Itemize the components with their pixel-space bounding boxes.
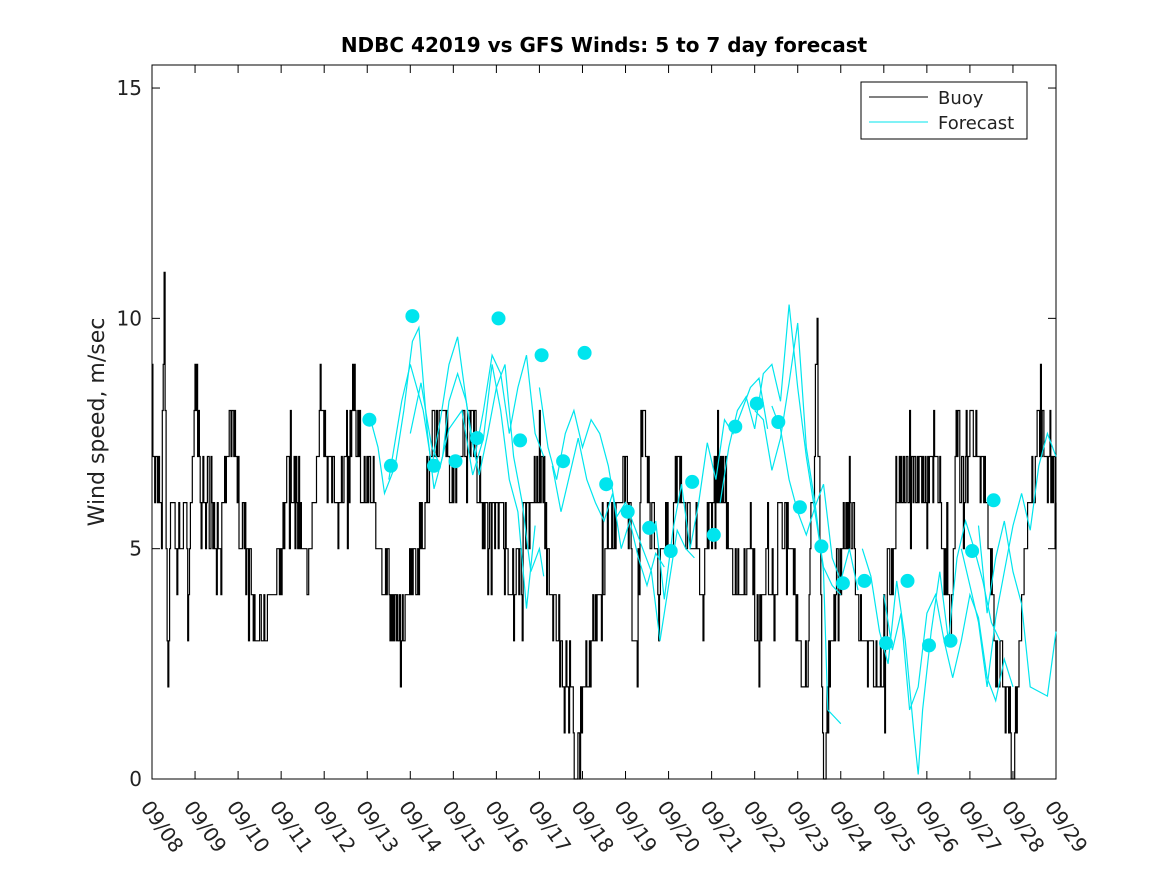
forecast-line [883, 592, 1014, 711]
forecast-point [965, 544, 980, 558]
forecast-point [427, 458, 441, 473]
chart-title: NDBC 42019 vs GFS Winds: 5 to 7 day fore… [341, 33, 868, 57]
forecast-point [383, 458, 398, 473]
forecast-point [943, 633, 958, 648]
legend-buoy-label: Buoy [938, 88, 984, 109]
forecast-point [986, 493, 1001, 508]
forecast-line [538, 387, 695, 641]
forecast-point [556, 454, 571, 469]
forecast-line [754, 322, 842, 725]
forecast-point [728, 419, 743, 434]
forecast-point [922, 638, 936, 653]
forecast-line [771, 405, 859, 591]
forecast-point [513, 433, 528, 448]
forecast-point [857, 573, 872, 588]
buoy-line [152, 271, 1057, 780]
forecast-line [368, 325, 545, 496]
forecast-point [599, 477, 614, 492]
y-tick-label: 0 [129, 767, 142, 791]
forecast-line [551, 437, 665, 588]
forecast-line [409, 364, 536, 609]
legend-box [860, 81, 1028, 140]
forecast-point [749, 396, 764, 411]
forecast-point [814, 539, 829, 554]
forecast-line [388, 336, 545, 577]
forecast-point [792, 500, 807, 515]
y-tick-label: 10 [117, 306, 142, 330]
series-layer [152, 271, 1057, 780]
forecast-point [448, 454, 463, 469]
forecast-point [642, 520, 657, 535]
forecast-markers [362, 309, 1001, 653]
y-tick-label: 5 [129, 537, 142, 561]
forecast-point [405, 309, 420, 324]
y-axis-label: Wind speed, m/sec [85, 318, 110, 527]
forecast-point [685, 474, 700, 489]
forecast-point [577, 345, 592, 360]
forecast-point [706, 527, 721, 542]
legend-forecast-label: Forecast [938, 113, 1014, 134]
forecast-line [655, 376, 769, 600]
forecast-point [663, 544, 678, 558]
forecast-point [534, 348, 549, 363]
forecast-point [900, 573, 915, 588]
forecast-point [470, 431, 484, 446]
forecast-point [771, 415, 786, 429]
y-tick-label: 15 [117, 76, 142, 100]
forecast-point [879, 636, 893, 651]
legend: Buoy Forecast [860, 81, 1028, 140]
y-axis: 0 5 10 15 [117, 76, 1056, 791]
forecast-line [977, 520, 1057, 698]
forecast-point [620, 504, 635, 519]
forecast-point [362, 412, 377, 427]
forecast-point [835, 576, 850, 591]
forecast-point [491, 311, 506, 326]
